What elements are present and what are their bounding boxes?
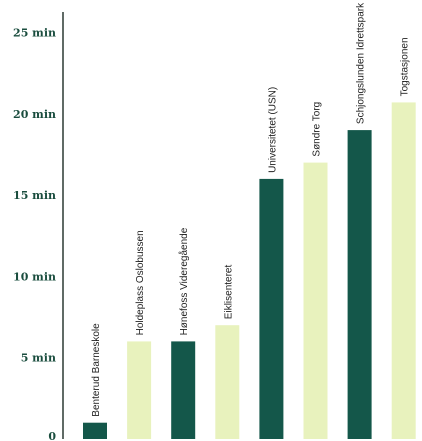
bar-labels: Benterud Barneskole Holdeplass Oslobussen…	[91, 2, 411, 417]
y-tick-label: 10 min	[13, 270, 56, 283]
bar-label: Benterud Barneskole	[91, 323, 102, 417]
bar-label: Togstasjonen	[400, 37, 411, 96]
y-tick-label: 15 min	[13, 189, 56, 202]
y-tick-label: 0	[48, 430, 56, 441]
bar	[127, 341, 152, 439]
bar-label: Søndre Torg	[312, 102, 323, 157]
bar	[215, 325, 240, 439]
bar	[391, 102, 416, 440]
y-tick-label: 5 min	[21, 352, 56, 365]
bar	[171, 341, 196, 439]
bar	[83, 422, 107, 439]
y-tick-label: 20 min	[13, 108, 56, 121]
bar	[303, 162, 328, 439]
bar-label: Hønefoss Videregående	[178, 227, 190, 335]
bar-label: Eiklisenteret	[223, 265, 234, 320]
bar-label: Universitetet (USN)	[267, 87, 278, 173]
bar	[259, 178, 284, 439]
y-tick-label: 25 min	[13, 27, 56, 40]
bars	[83, 102, 416, 440]
y-axis-ticks: 0 5 min 10 min 15 min 20 min 25 min	[13, 27, 56, 441]
bar	[347, 130, 372, 439]
bar-label: Holdeplass Oslobussen	[135, 230, 146, 335]
bar-label: Schjongslunden Idrettspark	[356, 2, 367, 124]
